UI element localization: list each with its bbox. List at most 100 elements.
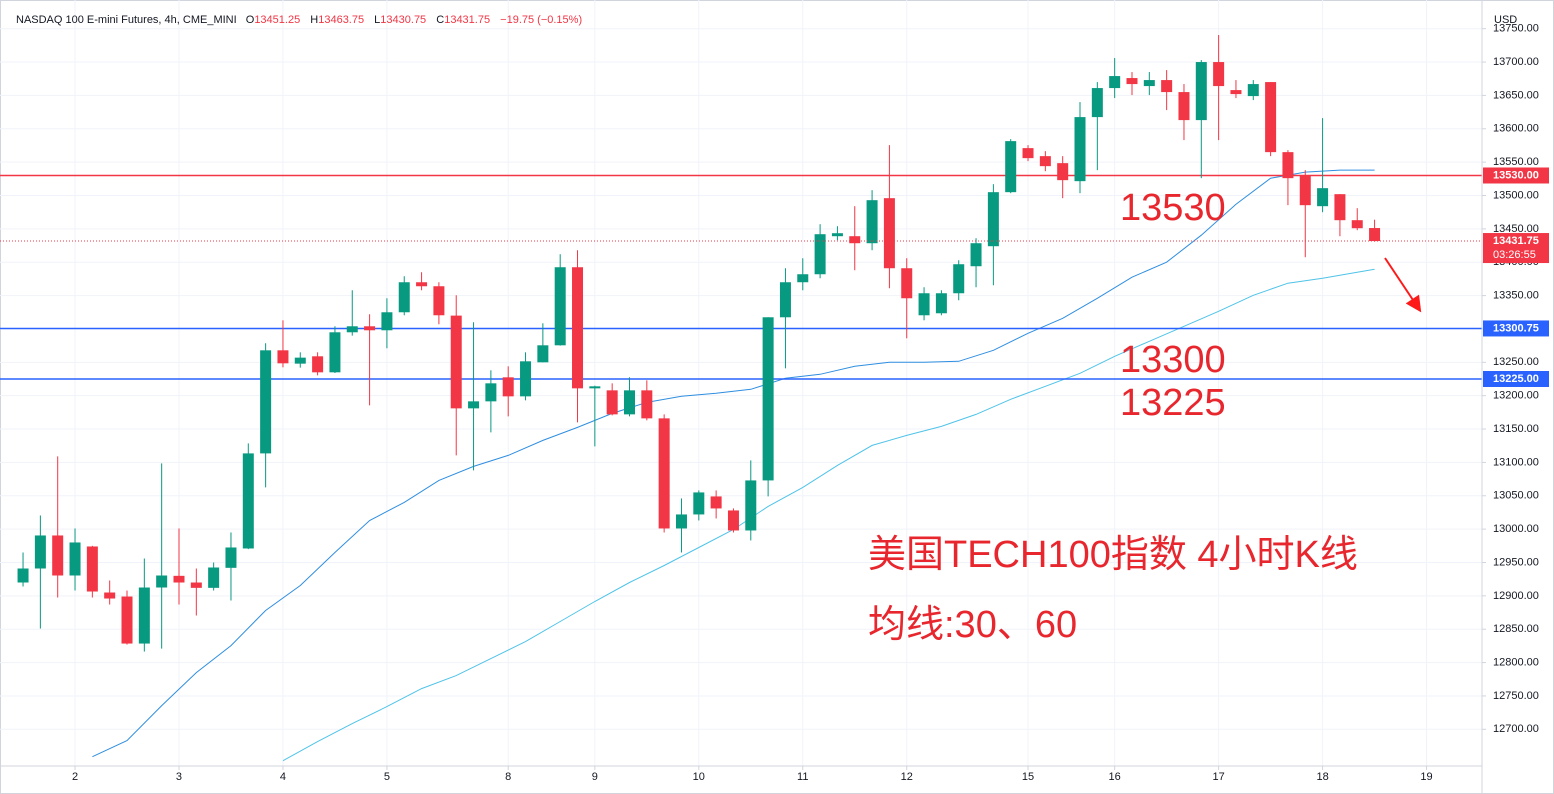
y-tick-label: 13000.00 (1493, 523, 1539, 535)
level-tag (1483, 320, 1549, 337)
candle-body (398, 282, 410, 313)
x-tick-label: 15 (1022, 771, 1034, 783)
candle-body (1178, 92, 1190, 121)
change: −19.75 (−0.15%) (500, 14, 583, 26)
candle-body (104, 592, 116, 599)
candle-body (901, 268, 913, 299)
candle-body (17, 568, 29, 583)
x-tick-label: 16 (1109, 771, 1121, 783)
x-tick-label: 19 (1420, 771, 1432, 783)
candle-body (312, 356, 324, 373)
candle-body (381, 312, 393, 331)
candle-body (277, 350, 289, 364)
x-tick-label: 18 (1316, 771, 1328, 783)
candle-body (537, 345, 549, 363)
y-tick-label: 13250.00 (1493, 356, 1539, 368)
candle-body (814, 234, 826, 275)
x-tick-label: 10 (693, 771, 705, 783)
y-tick-label: 12750.00 (1493, 690, 1539, 702)
candle-body (641, 390, 653, 419)
candle-body (658, 418, 670, 529)
last-price-tag (1483, 233, 1549, 264)
y-tick-label: 13650.00 (1493, 89, 1539, 101)
y-tick-label: 12900.00 (1493, 590, 1539, 602)
candle-body (1317, 188, 1329, 207)
y-tick-label: 13100.00 (1493, 456, 1539, 468)
candle-body (779, 282, 791, 318)
x-tick-label: 9 (592, 771, 598, 783)
y-tick-label: 12800.00 (1493, 656, 1539, 668)
y-tick-label: 13500.00 (1493, 189, 1539, 201)
annotation: 13225 (1120, 382, 1226, 424)
candle-body (294, 357, 306, 364)
field-value: 13431.75 (444, 14, 491, 26)
candle-body (762, 317, 774, 481)
candle-body (953, 264, 965, 294)
candle-body (554, 267, 566, 346)
candle-body (1074, 117, 1086, 182)
candle-body (1247, 84, 1259, 97)
x-tick-label: 2 (72, 771, 78, 783)
trend-arrow (1384, 257, 1422, 313)
legend-header: NASDAQ 100 E-mini Futures, 4h, CME_MINI … (16, 14, 589, 26)
candle-body (190, 582, 202, 588)
candle-body (1369, 228, 1381, 242)
candle-body (1213, 62, 1225, 87)
candle-body (918, 293, 930, 316)
candle-body (1195, 62, 1207, 121)
candle-body (797, 274, 809, 283)
candle-body (450, 315, 462, 409)
candle-body (1351, 220, 1363, 229)
field-value: 13430.75 (380, 14, 427, 26)
candle-body (329, 332, 341, 373)
candle-body (693, 492, 705, 515)
level-tag (1483, 167, 1549, 184)
candle-body (866, 200, 878, 244)
candle-body (34, 535, 46, 569)
y-tick-label: 13050.00 (1493, 490, 1539, 502)
x-tick-label: 11 (797, 771, 808, 783)
candle-body (727, 510, 739, 531)
candle-body (1039, 156, 1051, 167)
candle-body (433, 286, 445, 316)
candle-body (970, 243, 982, 267)
candle-body (1299, 175, 1311, 206)
annotation: 均线:30、60 (868, 604, 1077, 646)
y-tick-label: 13700.00 (1493, 56, 1539, 68)
x-tick-label: 4 (280, 771, 286, 783)
currency-label: USD (1494, 14, 1517, 26)
y-tick-label: 13600.00 (1493, 123, 1539, 135)
annotation: 美国TECH100指数 4小时K线 (868, 534, 1358, 576)
candle-body (225, 547, 237, 568)
candle-body (1022, 148, 1034, 159)
candle-body (364, 326, 376, 331)
annotation: 13300 (1120, 339, 1226, 381)
candle-body (849, 236, 861, 244)
candle-body (1265, 82, 1277, 153)
candle-body (987, 192, 999, 247)
x-tick-label: 8 (505, 771, 511, 783)
candle-body (1057, 163, 1069, 181)
y-tick-label: 12950.00 (1493, 556, 1539, 568)
candle-body (1230, 90, 1242, 95)
candle-body (1109, 76, 1121, 89)
field-value: 13463.75 (318, 14, 365, 26)
candle-body (156, 575, 168, 588)
y-tick-label: 13550.00 (1493, 156, 1539, 168)
candle-body (1126, 78, 1138, 85)
field-value: 13451.25 (254, 14, 301, 26)
candle-body (1334, 194, 1346, 221)
last-price-label: 13431.75 (1493, 235, 1539, 247)
candle-body (346, 326, 358, 333)
y-tick-label: 12850.00 (1493, 623, 1539, 635)
candle-body (260, 350, 272, 454)
candle-body (572, 267, 584, 389)
candle-body (745, 480, 757, 531)
candle-body (675, 514, 687, 529)
axes: 12700.00 12750.00 12800.00 12850.00 12900.00… (72, 23, 1549, 783)
field-key: L (374, 14, 381, 26)
level-label: 13300.75 (1493, 322, 1539, 334)
symbol: NASDAQ 100 E-mini Futures, 4h, CME_MINI (16, 14, 237, 26)
